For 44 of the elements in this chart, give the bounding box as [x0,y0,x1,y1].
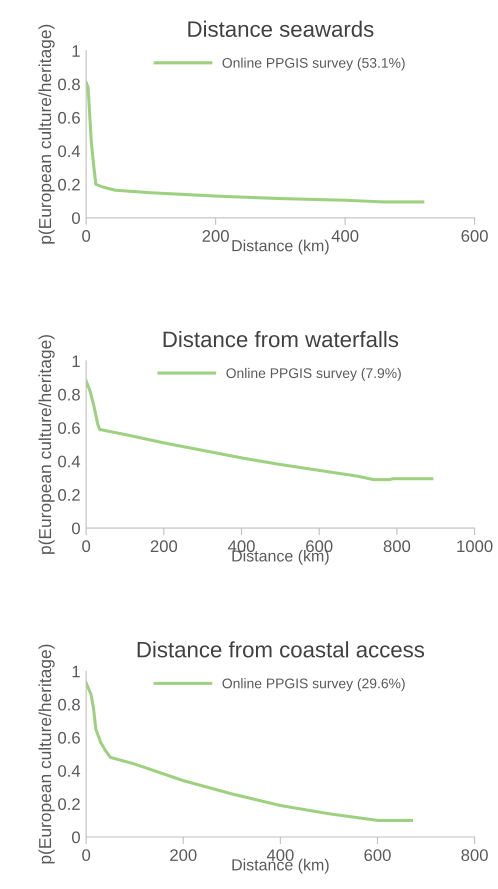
y-tick-label: 0.6 [58,112,80,124]
x-tick-label: 0 [82,540,90,552]
x-axis-title: Distance (km) [232,858,329,874]
y-tick-label: 0 [72,831,80,844]
x-tick-label: 1000 [457,540,492,552]
x-tick-label: 400 [266,849,294,862]
x-tick-label: 800 [384,540,410,552]
y-tick-label: 0.6 [58,732,80,744]
x-axis-title: Distance (km) [232,240,329,254]
y-tick-label: 1 [72,356,80,367]
x-tick-label: 600 [462,230,488,242]
y-tick-label: 0.8 [58,698,80,711]
y-tick-label: 0.2 [58,489,80,501]
legend-label: Online PPGIS survey (7.9%) [226,368,401,381]
y-tick-label: 0.4 [58,456,80,468]
y-tick-label: 0.2 [58,178,80,191]
y-tick-label: 0.4 [58,765,80,777]
x-tick-label: 200 [202,230,229,242]
x-tick-label: 0 [82,849,90,862]
chart-title: Distance from coastal access [138,641,424,658]
y-tick-label: 0.6 [58,422,80,434]
y-tick-label: 0.8 [58,388,80,401]
x-tick-label: 200 [170,849,197,862]
y-tick-label: 0.8 [58,78,80,90]
y-tick-label: 0.4 [58,145,80,158]
x-tick-label: 400 [332,230,358,242]
y-axis-title: p(European culture/heritage) [38,644,55,864]
y-axis-title: p(European culture/heritage) [38,24,55,244]
y-tick-label: 0 [72,522,80,534]
y-tick-label: 0 [72,212,80,224]
chart-title: Distance from waterfalls [164,330,398,348]
y-tick-label: 1 [72,666,80,678]
y-axis-title: p(European culture/heritage) [38,335,55,554]
legend-label: Online PPGIS survey (29.6%) [222,678,405,692]
x-tick-label: 0 [82,230,90,242]
x-tick-label: 600 [364,849,391,862]
y-tick-label: 1 [72,45,80,57]
y-tick-label: 0.2 [58,798,80,810]
x-tick-label: 800 [461,849,488,862]
chart-title: Distance seawards [188,20,374,38]
line-series [86,80,424,204]
legend-label: Online PPGIS survey (53.1%) [222,58,405,71]
line-series [86,379,434,482]
x-tick-label: 200 [150,540,178,552]
